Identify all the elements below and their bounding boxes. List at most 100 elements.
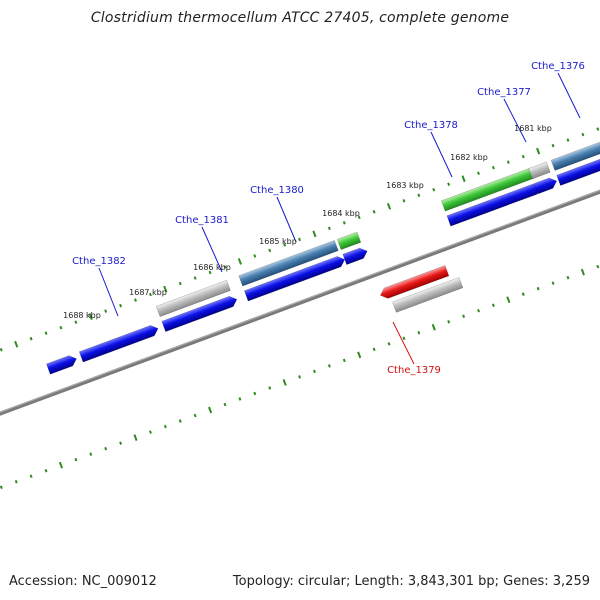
scale-tick xyxy=(268,248,272,253)
leader-line-cthe-1380 xyxy=(276,196,297,243)
gene-label-cthe-1378: Cthe_1378 xyxy=(404,120,458,131)
scale-tick xyxy=(386,202,392,210)
gene-label-cthe-1379: Cthe_1379 xyxy=(387,365,441,376)
gene-label-cthe-1380: Cthe_1380 xyxy=(250,185,304,196)
scale-tick xyxy=(462,314,466,319)
scale-tick xyxy=(580,268,585,276)
scale-tick xyxy=(74,320,78,324)
scale-tick xyxy=(163,424,167,429)
scale-tick xyxy=(29,336,33,341)
scale-tick xyxy=(417,331,421,335)
scale-tick xyxy=(283,243,287,247)
genome-backbone xyxy=(0,127,600,478)
scale-tick xyxy=(536,286,540,291)
scale-tick xyxy=(44,468,48,473)
scale-tick xyxy=(134,298,137,302)
leader-line-cthe-1377 xyxy=(503,98,527,143)
leader-line-cthe-1376 xyxy=(557,72,581,119)
cds-arrow-partial-b xyxy=(46,355,77,375)
scale-tick xyxy=(596,127,600,131)
cds-arrow-cthe-1376 xyxy=(556,154,600,186)
scale-tick xyxy=(491,303,495,307)
cds-arrow-cthe-1379 xyxy=(379,265,450,299)
scale-tick xyxy=(14,479,18,484)
feature-bar-cthe-1376 xyxy=(550,136,600,171)
scale-tick xyxy=(357,351,362,359)
scale-tick xyxy=(461,175,466,183)
feature-bar-cthe-1381 xyxy=(238,239,339,287)
scale-tick xyxy=(372,347,376,352)
scale-tick xyxy=(148,292,152,297)
kbp-label: 1688 kbp xyxy=(63,311,101,320)
scale-tick xyxy=(104,309,108,313)
scale-tick xyxy=(282,379,287,386)
feature-bar-cthe-1380 xyxy=(336,231,362,251)
scale-tick xyxy=(327,226,331,231)
cds-arrow-partial-a xyxy=(78,325,159,363)
scale-tick xyxy=(163,285,168,293)
scale-tick xyxy=(581,132,585,137)
scale-tick xyxy=(178,281,182,286)
scale-tick xyxy=(551,281,555,285)
scale-tick xyxy=(29,474,33,478)
scale-tick xyxy=(298,375,302,379)
scale-tick xyxy=(133,434,138,441)
scale-tick xyxy=(327,364,331,368)
scale-tick xyxy=(298,237,302,242)
scale-tick xyxy=(193,413,197,418)
scale-tick xyxy=(402,199,406,203)
gene-label-cthe-1382: Cthe_1382 xyxy=(72,256,126,267)
accession-text: Accession: NC_009012 xyxy=(9,574,157,589)
leader-line-cthe-1381 xyxy=(201,226,223,273)
scale-tick xyxy=(432,187,436,192)
scale-tick xyxy=(536,147,541,155)
leader-line-cthe-1378 xyxy=(430,131,453,178)
scale-tick xyxy=(477,171,480,175)
scale-tick xyxy=(477,308,480,313)
leader-line-cthe-1382 xyxy=(98,267,119,317)
scale-tick xyxy=(178,419,182,423)
scale-tick xyxy=(596,264,600,269)
scale-tick xyxy=(119,303,123,308)
scale-tick xyxy=(44,331,48,335)
scale-tick xyxy=(223,265,227,269)
scale-tick xyxy=(447,320,451,324)
scale-tick xyxy=(566,138,570,142)
scale-tick xyxy=(89,452,93,456)
scale-tick xyxy=(253,254,257,258)
feature-bar-cthe-1379 xyxy=(392,277,464,313)
scale-tick xyxy=(237,258,242,265)
scale-tick xyxy=(238,397,242,401)
scale-tick xyxy=(14,340,19,348)
kbp-label: 1685 kbp xyxy=(259,237,297,246)
scale-tick xyxy=(506,160,510,164)
cds-arrow-cthe-1377 xyxy=(533,177,558,195)
scale-tick xyxy=(521,154,525,159)
genome-summary: Topology: circular; Length: 3,843,301 bp… xyxy=(232,574,590,589)
scale-tick xyxy=(521,292,525,296)
cds-arrow-cthe-1380 xyxy=(342,247,368,266)
kbp-label: 1683 kbp xyxy=(386,181,424,190)
scale-tick xyxy=(551,143,555,148)
scale-tick xyxy=(193,276,197,280)
gene-label-cthe-1377: Cthe_1377 xyxy=(477,87,531,98)
cds-arrow-cthe-1381 xyxy=(243,256,346,302)
scale-tick xyxy=(566,275,570,280)
scale-tick xyxy=(313,369,316,374)
scale-tick xyxy=(402,336,406,341)
kbp-label: 1686 kbp xyxy=(193,263,231,272)
scale-tick xyxy=(104,446,108,451)
scale-tick xyxy=(417,193,421,198)
kbp-label: 1687 kbp xyxy=(129,288,167,297)
scale-tick xyxy=(268,386,272,390)
genome-backbone-highlight xyxy=(0,127,600,476)
cds-arrow-cthe-1382 xyxy=(161,295,238,332)
gene-label-cthe-1381: Cthe_1381 xyxy=(175,215,229,226)
scale-tick xyxy=(357,215,361,220)
kbp-label: 1682 kbp xyxy=(450,153,488,162)
scale-tick xyxy=(74,457,78,462)
scale-tick xyxy=(387,342,391,346)
scale-tick xyxy=(223,402,227,407)
gene-label-cthe-1376: Cthe_1376 xyxy=(531,61,585,72)
kbp-label: 1681 kbp xyxy=(514,124,552,133)
